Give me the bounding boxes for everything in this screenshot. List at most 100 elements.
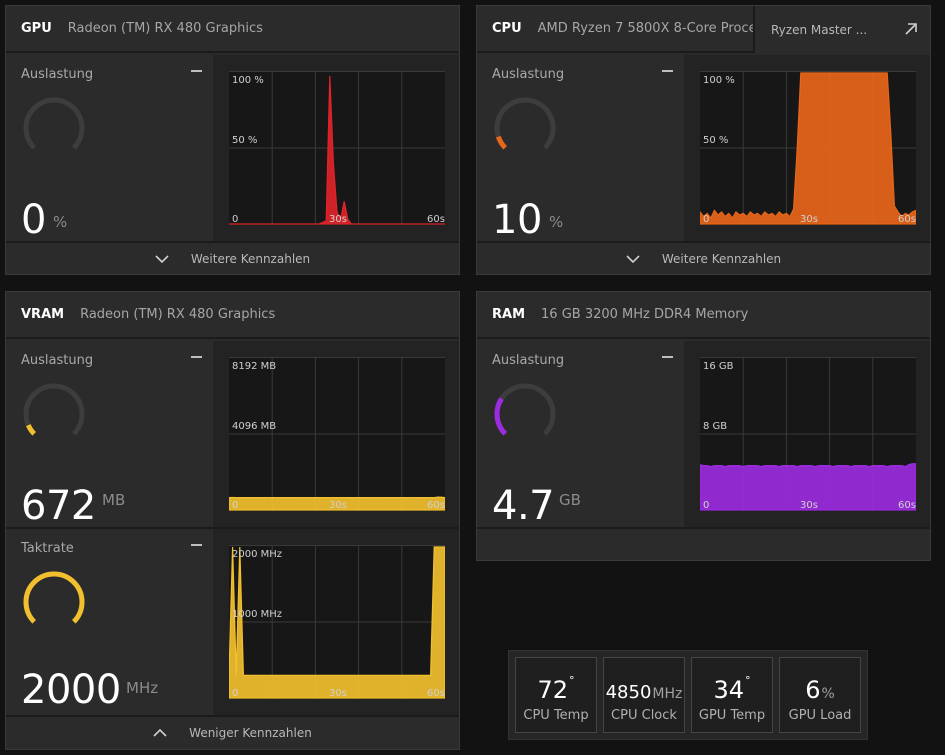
gpu-usage-value: 0	[21, 197, 46, 243]
y-tick-label: 2000 MHz	[232, 549, 282, 560]
gauge-fill	[495, 135, 508, 150]
cpu-card: CPU AMD Ryzen 7 5800X 8-Core Processor R…	[476, 5, 931, 275]
ram-usage-label: Auslastung	[492, 353, 565, 368]
gpu-more-metrics-label: Weitere Kennzahlen	[190, 251, 311, 266]
gpu-usage-section: Auslastung 0 % 100 % 50 % 0 30s 60s	[6, 55, 459, 243]
ram-type-label: RAM	[492, 307, 526, 322]
gpu-usage-gauge	[23, 97, 85, 150]
x-tick-label: 60s	[427, 500, 445, 511]
y-tick-label: 0	[232, 500, 238, 511]
y-tick-label: 100 %	[703, 75, 735, 86]
vram-type-label: VRAM	[21, 307, 65, 322]
vram-clock-chart: 2000 MHz 1000 MHz 0 30s 60s	[229, 545, 445, 699]
y-tick-label: 0	[232, 214, 238, 225]
y-tick-label: 4096 MB	[232, 421, 276, 432]
gpu-usage-unit: %	[53, 213, 68, 231]
chart-series-area	[229, 75, 445, 225]
stat-gpu-temp-degree: °	[745, 674, 751, 687]
stat-gpu-temp: 34° GPU Temp	[691, 657, 773, 733]
gpu-type-label: GPU	[21, 21, 52, 36]
stat-cpu-clock-label: CPU Clock	[611, 708, 677, 723]
x-tick-label: 60s	[898, 214, 916, 225]
vram-usage-label: Auslastung	[21, 353, 94, 368]
x-tick-label: 60s	[427, 214, 445, 225]
stat-gpu-load: 6% GPU Load	[779, 657, 861, 733]
stat-cpu-temp: 72° CPU Temp	[515, 657, 597, 733]
y-tick-label: 8 GB	[703, 421, 727, 432]
chevron-up-icon	[153, 728, 167, 737]
stat-cpu-clock: 4850MHz CPU Clock	[603, 657, 685, 733]
x-tick-label: 30s	[800, 500, 818, 511]
y-tick-label: 8192 MB	[232, 361, 276, 372]
chart-series-area	[229, 546, 445, 699]
gpu-usage-label: Auslastung	[21, 67, 94, 82]
stat-cpu-temp-label: CPU Temp	[523, 708, 589, 723]
gpu-card: GPU Radeon (TM) RX 480 Graphics Auslastu…	[5, 5, 460, 275]
ryzen-master-label: Ryzen Master ...	[771, 22, 868, 37]
stat-gpu-load-value: 6	[805, 676, 821, 704]
ryzen-master-button[interactable]: Ryzen Master ...	[753, 6, 930, 53]
gauge-track	[494, 97, 556, 150]
vram-card: VRAM Radeon (TM) RX 480 Graphics Auslast…	[5, 291, 460, 750]
vram-usage-section: Auslastung 672 MB 8192 MB 4096 MB 0 30s 60s	[6, 341, 459, 529]
gpu-more-metrics-button[interactable]: Weitere Kennzahlen	[6, 241, 459, 274]
vram-usage-gauge	[23, 383, 85, 436]
vram-clock-minimize-icon[interactable]	[191, 544, 202, 546]
y-tick-label: 50 %	[703, 135, 728, 146]
stat-cpu-temp-degree: °	[569, 674, 575, 687]
vram-fewer-metrics-button[interactable]: Weniger Kennzahlen	[6, 715, 459, 748]
external-link-icon	[905, 23, 917, 35]
cpu-more-metrics-button[interactable]: Weitere Kennzahlen	[477, 241, 930, 274]
cpu-device-name: AMD Ryzen 7 5800X 8-Core Processor	[537, 21, 784, 36]
cpu-usage-value: 10	[492, 197, 542, 243]
cpu-usage-section: Auslastung 10 % 100 % 50 % 0 30s 60s	[477, 55, 930, 243]
vram-clock-value: 2000	[21, 667, 121, 713]
cpu-usage-unit: %	[549, 213, 564, 231]
vram-clock-label: Taktrate	[21, 541, 74, 556]
vram-fewer-metrics-label: Weniger Kennzahlen	[189, 725, 312, 740]
vram-usage-unit: MB	[102, 491, 126, 509]
chart-series-area	[700, 72, 916, 225]
gpu-minimize-icon[interactable]	[191, 70, 202, 72]
ram-usage-chart: 16 GB 8 GB 0 30s 60s	[700, 357, 916, 511]
y-tick-label: 0	[703, 214, 709, 225]
gauge-fill	[494, 397, 508, 436]
vram-clock-gauge	[23, 571, 85, 624]
y-tick-label: 50 %	[232, 135, 257, 146]
vram-device-name: Radeon (TM) RX 480 Graphics	[80, 307, 276, 322]
cpu-usage-label: Auslastung	[492, 67, 565, 82]
vram-clock-unit: MHz	[126, 679, 159, 697]
x-tick-label: 30s	[329, 500, 347, 511]
cpu-minimize-icon[interactable]	[662, 70, 673, 72]
gpu-device-name: Radeon (TM) RX 480 Graphics	[67, 21, 263, 36]
cpu-usage-chart: 100 % 50 % 0 30s 60s	[700, 71, 916, 225]
chevron-down-icon	[155, 254, 169, 263]
vram-clock-section: Taktrate 2000 MHz 2000 MHz 1000 MHz 0 30s 60…	[6, 529, 459, 715]
chart-series-area	[229, 496, 445, 511]
ram-card-header: RAM 16 GB 3200 MHz DDR4 Memory	[477, 292, 930, 339]
gpu-card-header: GPU Radeon (TM) RX 480 Graphics	[6, 6, 459, 53]
vram-usage-minimize-icon[interactable]	[191, 356, 202, 358]
y-tick-label: 16 GB	[703, 361, 734, 372]
x-tick-label: 60s	[427, 688, 445, 699]
stat-gpu-load-unit: %	[821, 686, 835, 702]
cpu-type-label: CPU	[492, 21, 522, 36]
stat-gpu-temp-value: 34	[713, 676, 745, 704]
x-tick-label: 60s	[898, 500, 916, 511]
gauge-fill	[26, 424, 37, 436]
vram-card-header: VRAM Radeon (TM) RX 480 Graphics	[6, 292, 459, 339]
cpu-card-header: CPU AMD Ryzen 7 5800X 8-Core Processor R…	[477, 6, 930, 53]
ram-usage-unit: GB	[559, 491, 581, 509]
y-tick-label: 100 %	[232, 75, 264, 86]
ram-device-name: 16 GB 3200 MHz DDR4 Memory	[541, 307, 749, 322]
chevron-down-icon	[626, 254, 640, 263]
stat-gpu-load-label: GPU Load	[788, 708, 852, 723]
vram-usage-value: 672	[21, 483, 96, 529]
stat-cpu-temp-value: 72	[537, 676, 569, 704]
stat-gpu-temp-label: GPU Temp	[698, 708, 766, 723]
x-tick-label: 30s	[329, 214, 347, 225]
ram-minimize-icon[interactable]	[662, 356, 673, 358]
x-tick-label: 30s	[800, 214, 818, 225]
ram-usage-value: 4.7	[492, 483, 555, 529]
cpu-more-metrics-label: Weitere Kennzahlen	[661, 251, 782, 266]
